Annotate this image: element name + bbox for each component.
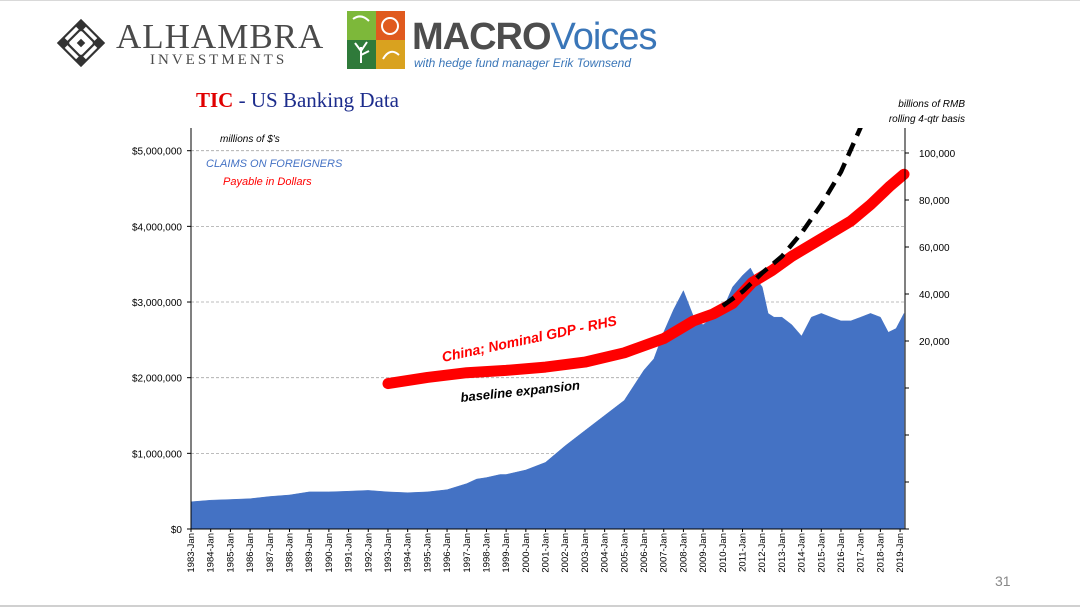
right-tick-label-0: 20,000: [919, 337, 950, 348]
slide-title-prefix: TIC: [196, 88, 234, 112]
left-tick-label-1: $1,000,000: [132, 449, 182, 460]
x-tick-label-0: 1983-Jan: [186, 533, 197, 573]
x-tick-label-34: 2017-Jan: [856, 533, 867, 573]
right-tick-label-4: 100,000: [919, 149, 956, 160]
x-tick-label-9: 1992-Jan: [363, 533, 374, 573]
x-tick-label-36: 2019-Jan: [895, 533, 906, 573]
x-tick-label-28: 2011-Jan: [738, 533, 749, 572]
claims-area: [190, 267, 905, 530]
x-tick-label-14: 1997-Jan: [462, 533, 473, 573]
x-tick-label-16: 1999-Jan: [501, 533, 512, 573]
x-tick-label-32: 2015-Jan: [816, 533, 827, 573]
macrovoices-tagline: with hedge fund manager Erik Townsend: [414, 56, 632, 70]
baseline-dashed-line: [721, 128, 863, 308]
right-axis-unit-line2: rolling 4-qtr basis: [888, 114, 965, 125]
x-tick-label-31: 2014-Jan: [797, 533, 808, 573]
x-tick-label-20: 2003-Jan: [580, 533, 591, 573]
x-tick-label-1: 1984-Jan: [206, 533, 217, 573]
x-tick-label-23: 2006-Jan: [639, 533, 650, 573]
x-tick-label-35: 2018-Jan: [875, 533, 886, 573]
left-axis-labels: $0 $1,000,000 $2,000,000 $3,000,000 $4,000,0…: [132, 147, 182, 536]
x-tick-label-26: 2009-Jan: [698, 533, 709, 573]
axes: [187, 128, 909, 532]
x-tick-label-3: 1986-Jan: [245, 533, 256, 573]
left-tick-label-5: $5,000,000: [132, 147, 182, 158]
x-tick-label-7: 1990-Jan: [324, 533, 335, 573]
alhambra-brand-name: ALHAMBRA: [116, 17, 325, 56]
x-tick-label-17: 2000-Jan: [521, 533, 532, 573]
line-series: [382, 128, 910, 390]
x-tick-label-24: 2007-Jan: [659, 533, 670, 573]
x-tick-label-11: 1994-Jan: [403, 533, 414, 573]
right-tick-label-1: 40,000: [919, 290, 950, 301]
right-axis-labels: 20,000 40,000 60,000 80,000 100,000: [919, 149, 956, 348]
slide-title: TIC - US Banking Data: [196, 88, 399, 113]
x-tick-label-25: 2008-Jan: [678, 533, 689, 573]
right-tick-label-3: 80,000: [919, 196, 950, 207]
left-tick-label-3: $3,000,000: [132, 298, 182, 309]
macrovoices-logo-icon: [347, 11, 405, 69]
alhambra-brand-sub: INVESTMENTS: [150, 52, 288, 68]
baseline-annotation: baseline expansion: [460, 378, 581, 405]
macrovoices-brand-part1: MACRO: [412, 16, 552, 58]
x-tick-label-12: 1995-Jan: [422, 533, 433, 573]
left-tick-label-4: $4,000,000: [132, 222, 182, 233]
x-tick-label-30: 2013-Jan: [777, 533, 788, 573]
legend-area-line1: CLAIMS ON FOREIGNERS: [206, 158, 343, 170]
gdp-line: [382, 168, 910, 390]
x-tick-label-19: 2002-Jan: [560, 533, 571, 573]
top-border: [0, 0, 1080, 1]
right-tick-label-2: 60,000: [919, 243, 950, 254]
x-tick-label-4: 1987-Jan: [265, 533, 276, 573]
right-axis-unit-line1: billions of RMB: [898, 99, 965, 110]
x-tick-label-8: 1991-Jan: [344, 533, 355, 573]
left-tick-label-0: $0: [171, 525, 183, 536]
x-tick-label-2: 1985-Jan: [225, 533, 236, 573]
slide-title-rest: - US Banking Data: [233, 88, 400, 112]
x-tick-label-5: 1988-Jan: [285, 533, 296, 573]
left-axis-unit-label: millions of $'s: [220, 134, 280, 145]
macrovoices-brand-name: MACROVoices: [412, 16, 658, 58]
x-axis-labels: 1983-Jan 1984-Jan 1985-Jan 1986-Jan 1987-Jan…: [186, 533, 906, 573]
area-series: [190, 267, 905, 530]
macrovoices-brand-part2: Voices: [550, 16, 658, 58]
x-tick-label-13: 1996-Jan: [442, 533, 453, 573]
x-tick-label-6: 1989-Jan: [304, 533, 315, 573]
alhambra-logo-icon: [56, 18, 106, 68]
x-tick-label-27: 2010-Jan: [718, 533, 729, 573]
x-tick-label-15: 1998-Jan: [481, 533, 492, 573]
x-tick-label-18: 2001-Jan: [541, 533, 552, 573]
left-tick-label-2: $2,000,000: [132, 374, 182, 385]
x-tick-label-29: 2012-Jan: [757, 533, 768, 573]
x-tick-label-10: 1993-Jan: [383, 533, 394, 573]
x-tick-label-21: 2004-Jan: [600, 533, 611, 573]
x-tick-label-22: 2005-Jan: [619, 533, 630, 573]
page-number: 31: [995, 573, 1011, 589]
x-tick-label-33: 2016-Jan: [836, 533, 847, 573]
right-axis-unit-label: billions of RMB rolling 4-qtr basis: [889, 97, 965, 127]
legend-area-line2: Payable in Dollars: [223, 176, 312, 188]
bottom-border: [0, 605, 1080, 607]
